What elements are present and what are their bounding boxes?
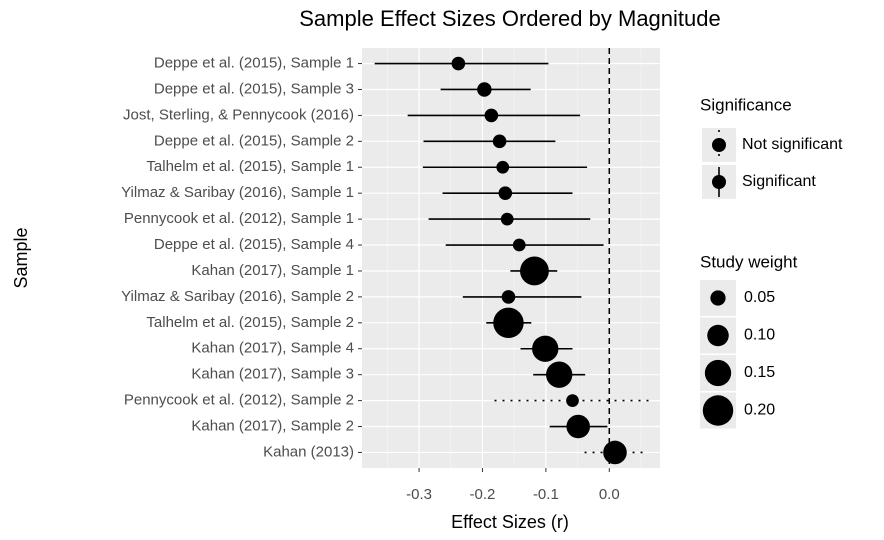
y-tick-label: Deppe et al. (2015), Sample 1: [154, 55, 354, 72]
legend-label: Significant: [742, 173, 816, 190]
point: [520, 256, 549, 286]
y-tick-label: Kahan (2017), Sample 1: [191, 262, 354, 279]
y-tick-label: Deppe et al. (2015), Sample 2: [154, 132, 354, 149]
legend-label: 0.10: [744, 327, 775, 344]
y-tick-label: Talhelm et al. (2015), Sample 1: [146, 158, 354, 175]
legend-point: [712, 175, 726, 189]
y-tick-label: Deppe et al. (2015), Sample 3: [154, 80, 354, 97]
x-tick-label: -0.3: [406, 486, 432, 503]
point: [566, 394, 579, 407]
point: [603, 440, 627, 465]
y-tick-label: Talhelm et al. (2015), Sample 2: [146, 314, 354, 331]
point: [500, 212, 514, 226]
x-axis-title: Effect Sizes (r): [451, 512, 569, 532]
x-tick-label: 0.0: [599, 486, 620, 503]
point: [451, 56, 466, 71]
legend-label: Not significant: [742, 136, 843, 153]
y-tick-label: Kahan (2017), Sample 3: [191, 366, 354, 383]
point: [477, 82, 492, 97]
legend-label: 0.15: [744, 364, 775, 381]
y-tick-label: Kahan (2013): [263, 443, 354, 460]
point: [496, 160, 510, 174]
legend-label: 0.05: [744, 289, 775, 306]
panel-background: [362, 48, 660, 468]
point: [493, 307, 524, 339]
y-axis-title: Sample: [11, 227, 31, 288]
y-tick-label: Kahan (2017), Sample 4: [191, 340, 354, 357]
point: [501, 290, 516, 304]
point: [512, 238, 526, 252]
point: [546, 361, 573, 388]
legend-size-point: [704, 359, 732, 387]
y-tick-label: Deppe et al. (2015), Sample 4: [154, 236, 354, 253]
x-tick-label: -0.1: [533, 486, 559, 503]
y-tick-label: Kahan (2017), Sample 2: [191, 417, 354, 434]
legend-size-point: [710, 290, 726, 306]
legend-label: 0.20: [744, 402, 775, 419]
chart-title: Sample Effect Sizes Ordered by Magnitude: [299, 6, 720, 31]
y-tick-label: Pennycook et al. (2012), Sample 2: [124, 392, 354, 409]
legend-title: Significance: [700, 95, 792, 114]
legend-title: Study weight: [700, 252, 798, 271]
x-tick-label: -0.2: [470, 486, 496, 503]
point: [498, 186, 513, 200]
point: [484, 108, 499, 123]
y-tick-label: Yilmaz & Saribay (2016), Sample 1: [121, 184, 354, 201]
y-tick-label: Jost, Sterling, & Pennycook (2016): [123, 106, 354, 123]
legend-size-point: [707, 324, 729, 347]
legend-point: [712, 138, 726, 152]
point: [566, 414, 590, 439]
y-tick-label: Pennycook et al. (2012), Sample 1: [124, 210, 354, 227]
point: [492, 134, 507, 149]
point: [532, 335, 559, 362]
legend-size-point: [702, 395, 734, 426]
y-tick-label: Yilmaz & Saribay (2016), Sample 2: [121, 288, 354, 305]
